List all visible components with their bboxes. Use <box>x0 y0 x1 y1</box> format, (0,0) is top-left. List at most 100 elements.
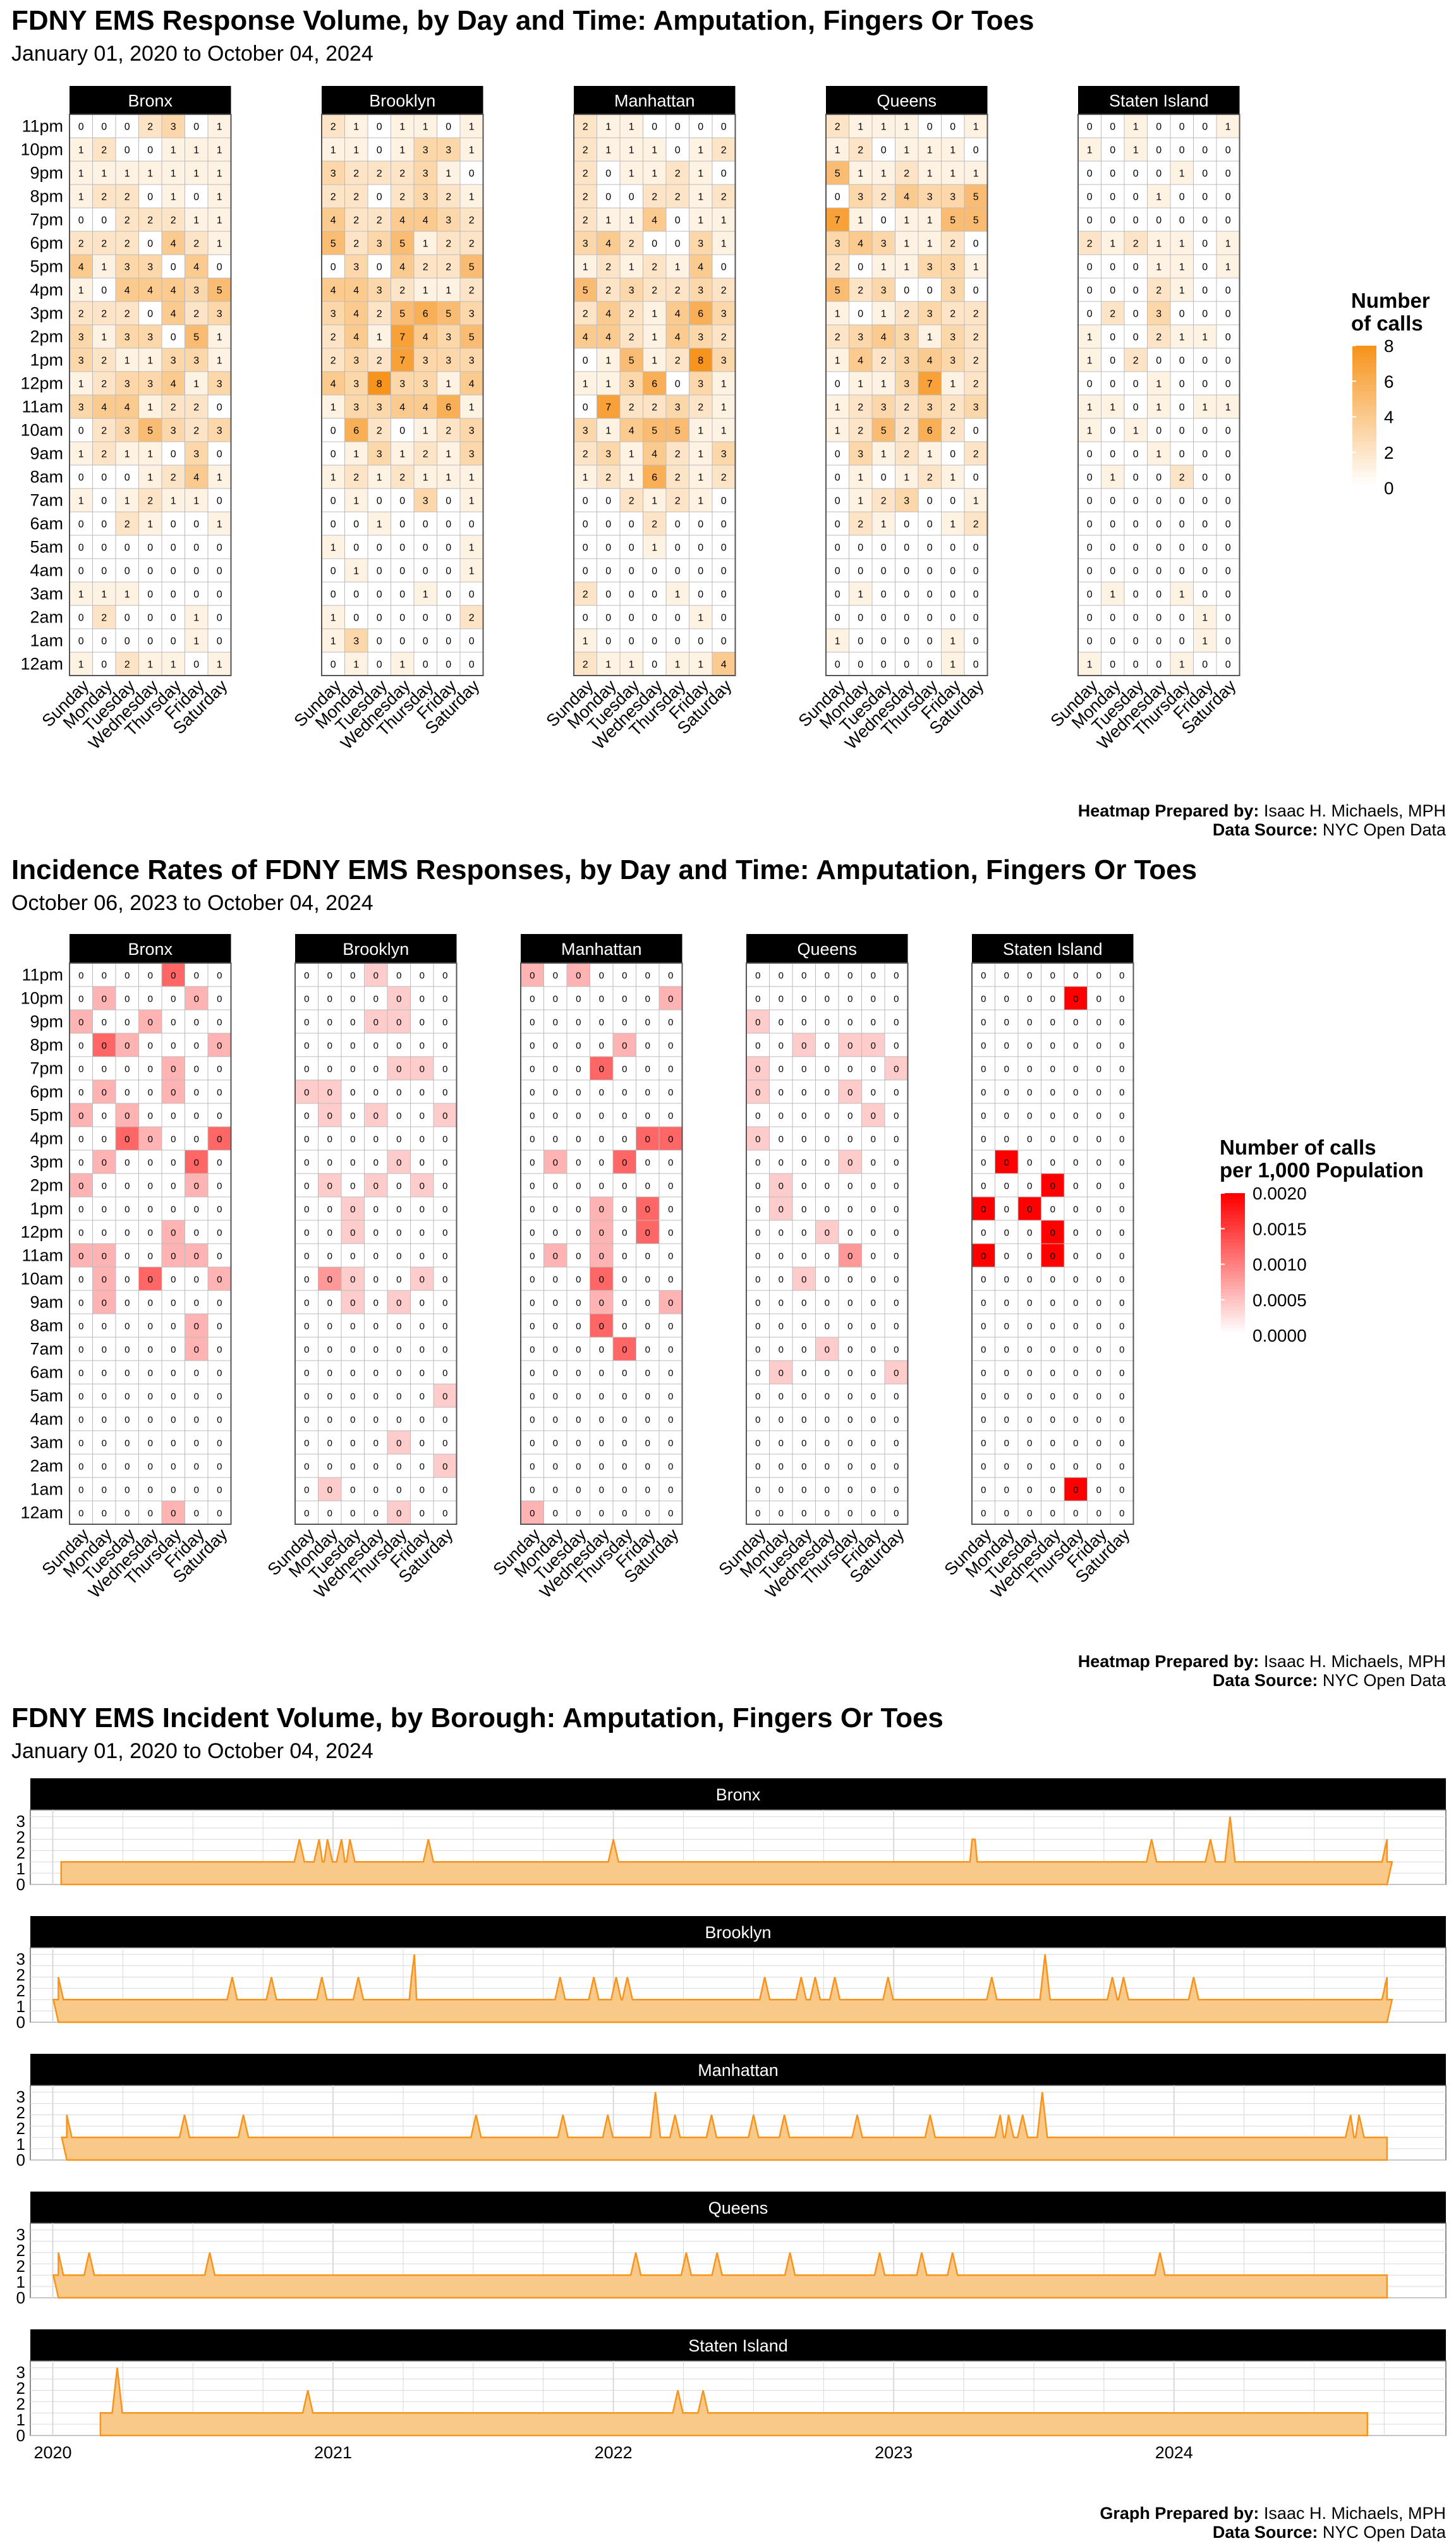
cell-value: 1 <box>1179 660 1185 670</box>
cell-value: 0 <box>847 1462 852 1472</box>
cell-value: 0 <box>373 1041 379 1052</box>
cell-value: 0 <box>755 971 760 981</box>
cell-value: 2 <box>583 309 588 320</box>
cell-value: 0 <box>835 660 840 670</box>
heat-cell <box>689 605 713 629</box>
hour-label: 1am <box>30 631 63 650</box>
cell-value: 3 <box>331 309 336 320</box>
heat-cell <box>92 1103 116 1127</box>
cell-value: 0 <box>801 971 806 981</box>
heat-cell <box>849 441 873 466</box>
hour-label: 12pm <box>20 374 63 393</box>
cell-value: 0 <box>442 971 447 981</box>
heat-cell <box>658 1266 682 1291</box>
cell-value: 0 <box>576 994 581 1005</box>
cell-value: 2 <box>652 519 657 530</box>
heat-cell <box>1216 161 1240 185</box>
cell-value: 2 <box>973 332 979 343</box>
heat-cell <box>413 301 437 325</box>
cell-value: 0 <box>605 566 611 577</box>
heat-cell <box>1216 628 1240 653</box>
legend-step <box>1352 484 1376 488</box>
cell-value: 1 <box>331 473 336 483</box>
cell-value: 0 <box>469 636 475 647</box>
heat-cell <box>590 1383 614 1408</box>
cell-value: 0 <box>217 566 222 577</box>
heat-cell <box>115 348 139 372</box>
heat-cell <box>658 1079 682 1104</box>
cell-value: 0 <box>442 1275 447 1285</box>
cell-value: 0 <box>904 590 909 600</box>
cell-value: 0 <box>1133 473 1139 483</box>
cell-value: 0 <box>1004 1251 1009 1262</box>
cell-value: 0 <box>530 1017 535 1028</box>
cell-value: 0 <box>553 1041 558 1052</box>
heat-cell <box>543 1383 567 1408</box>
heat-cell <box>92 1079 116 1104</box>
cell-value: 0 <box>1073 1111 1078 1122</box>
heat-cell <box>838 1173 862 1198</box>
cell-value: 0 <box>1027 1368 1032 1379</box>
cell-value: 0 <box>801 1438 806 1449</box>
cell-value: 0 <box>835 613 840 624</box>
heat-cell <box>918 184 942 209</box>
heat-cell <box>161 1220 185 1244</box>
cell-value: 0 <box>927 636 933 647</box>
heat-cell <box>69 605 93 629</box>
cell-value: 1 <box>78 192 84 203</box>
cell-value: 0 <box>721 496 727 507</box>
cell-value: 2 <box>973 449 979 460</box>
cell-value: 1 <box>881 262 887 273</box>
cell-value: 0 <box>1225 449 1231 460</box>
heat-cell <box>689 254 713 279</box>
cell-value: 0 <box>755 1181 760 1192</box>
cell-value: 0 <box>950 543 956 554</box>
heat-cell <box>643 371 667 396</box>
cell-value: 2 <box>858 145 863 156</box>
cell-value: 0 <box>779 1251 784 1262</box>
cell-value: 0 <box>645 1508 650 1519</box>
heat-cell <box>520 1033 544 1057</box>
heat-cell <box>391 301 415 325</box>
heat-cell <box>871 581 895 606</box>
cell-value: 0 <box>78 1251 83 1262</box>
heat-cell <box>437 371 461 396</box>
cell-value: 0 <box>124 122 130 133</box>
cell-value: 0 <box>871 1181 876 1192</box>
cell-value: 0 <box>1027 971 1032 981</box>
cell-value: 0 <box>373 1368 379 1379</box>
cell-value: 1 <box>652 309 657 320</box>
cell-value: 2 <box>446 262 451 273</box>
cell-value: 0 <box>668 1321 673 1332</box>
cell-value: 3 <box>950 332 956 343</box>
cell-value: 0 <box>894 1088 899 1098</box>
cell-value: 0 <box>1004 1485 1009 1496</box>
facet-label: Brooklyn <box>705 1923 771 1942</box>
heat-cell <box>92 581 116 606</box>
heat-cell <box>161 137 185 162</box>
cell-value: 1 <box>1179 262 1185 273</box>
heat-cell <box>815 1266 839 1291</box>
cell-value: 1 <box>605 145 611 156</box>
cell-value: 0 <box>171 1508 176 1519</box>
cell-value: 1 <box>353 496 359 507</box>
heat-cell <box>612 1266 636 1291</box>
cell-value: 0 <box>755 1368 760 1379</box>
cell-value: 0 <box>825 1251 830 1262</box>
heat-cell <box>69 277 93 302</box>
cell-value: 1 <box>1179 332 1185 343</box>
cell-value: 7 <box>605 403 611 413</box>
cell-value: 0 <box>622 994 627 1005</box>
heat-cell <box>367 418 391 442</box>
heat-cell <box>941 277 965 302</box>
cell-value: 0 <box>835 566 840 577</box>
cell-value: 4 <box>124 286 130 296</box>
cell-value: 0 <box>1202 566 1208 577</box>
cell-value: 3 <box>217 426 222 437</box>
cell-value: 0 <box>420 1508 425 1519</box>
cell-value: 0 <box>1027 1041 1032 1052</box>
cell-value: 0 <box>755 1345 760 1356</box>
cell-value: 0 <box>194 1298 199 1309</box>
heat-cell <box>1216 535 1240 559</box>
